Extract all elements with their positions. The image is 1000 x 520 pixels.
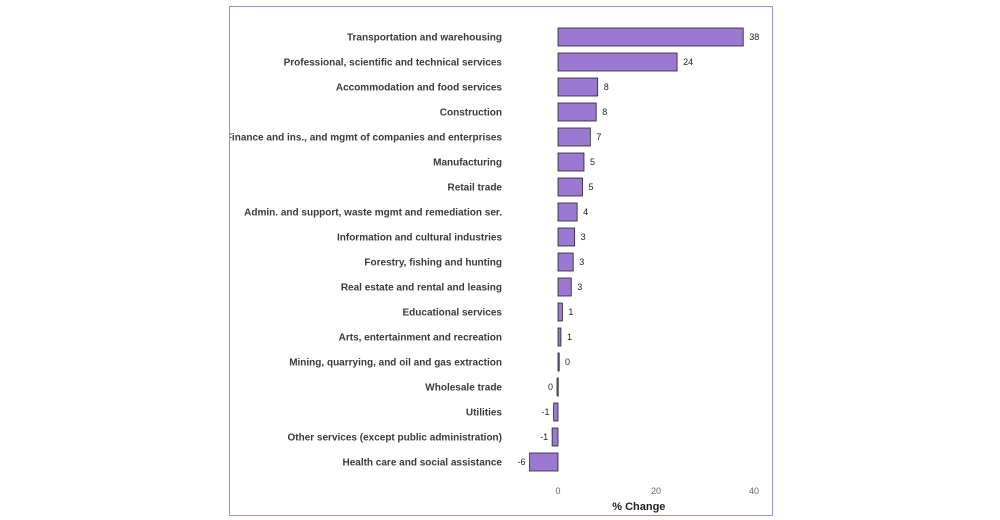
value-label: 24: [683, 57, 693, 67]
bar: [557, 27, 744, 47]
chart-frame: Transportation and warehousing 38 Professi…: [229, 6, 773, 516]
bar: [557, 152, 585, 172]
bar: [557, 327, 562, 347]
x-tick-label: 40: [749, 486, 759, 496]
category-label: Information and cultural industries: [337, 233, 502, 244]
bar: [557, 227, 576, 247]
value-label: 7: [596, 132, 601, 142]
bar: [557, 352, 560, 372]
category-label: Health care and social assistance: [342, 458, 502, 469]
bar: [556, 377, 559, 397]
bar: [557, 102, 597, 122]
bars-layer: [529, 27, 744, 472]
category-label: Other services (except public administra…: [287, 433, 502, 444]
bar: [551, 427, 559, 447]
category-label: Mining, quarrying, and oil and gas extra…: [289, 358, 502, 369]
value-label: 3: [579, 257, 584, 267]
category-label: Educational services: [403, 308, 503, 319]
x-axis-title: % Change: [612, 501, 665, 513]
bar: [557, 277, 572, 297]
category-label: Real estate and rental and leasing: [341, 283, 502, 294]
category-label: Wholesale trade: [425, 383, 502, 394]
bar: [557, 77, 599, 97]
value-label: 0: [548, 382, 553, 392]
category-label: Transportation and warehousing: [347, 33, 502, 44]
bar: [557, 202, 578, 222]
bar: [557, 252, 574, 272]
bar: [557, 302, 563, 322]
category-label: Arts, entertainment and recreation: [339, 333, 502, 344]
value-label: 8: [604, 82, 609, 92]
bar: [557, 52, 678, 72]
value-label: 1: [567, 332, 572, 342]
bar: [557, 177, 583, 197]
bar: [529, 452, 559, 472]
x-tick-label: 0: [555, 486, 560, 496]
category-label: Utilities: [466, 408, 503, 419]
category-label: Finance and ins., and mgmt of companies …: [230, 133, 502, 144]
bar: [557, 127, 591, 147]
value-label: 5: [589, 182, 594, 192]
category-label: Construction: [440, 108, 502, 119]
bar-chart: Transportation and warehousing 38Professi…: [230, 27, 759, 513]
value-label: 1: [568, 307, 573, 317]
value-label: 5: [590, 157, 595, 167]
value-label: 3: [577, 282, 582, 292]
category-label: Forestry, fishing and hunting: [364, 258, 502, 269]
category-label: Accommodation and food services: [336, 83, 503, 94]
labels-layer: Transportation and warehousing 38Professi…: [230, 32, 759, 469]
category-label: Retail trade: [448, 183, 503, 194]
x-axis: 0 20 40: [555, 486, 759, 496]
value-label: -6: [518, 457, 526, 467]
x-tick-label: 20: [651, 486, 661, 496]
value-label: 38: [749, 32, 759, 42]
value-label: 8: [602, 107, 607, 117]
bar: [553, 402, 559, 422]
category-label: Professional, scientific and technical s…: [284, 58, 503, 69]
category-label: Manufacturing: [433, 158, 502, 169]
value-label: 4: [583, 207, 588, 217]
category-label: Admin. and support, waste mgmt and remed…: [244, 208, 502, 219]
value-label: -1: [542, 407, 550, 417]
value-label: -1: [540, 432, 548, 442]
value-label: 0: [565, 357, 570, 367]
value-label: 3: [581, 232, 586, 242]
